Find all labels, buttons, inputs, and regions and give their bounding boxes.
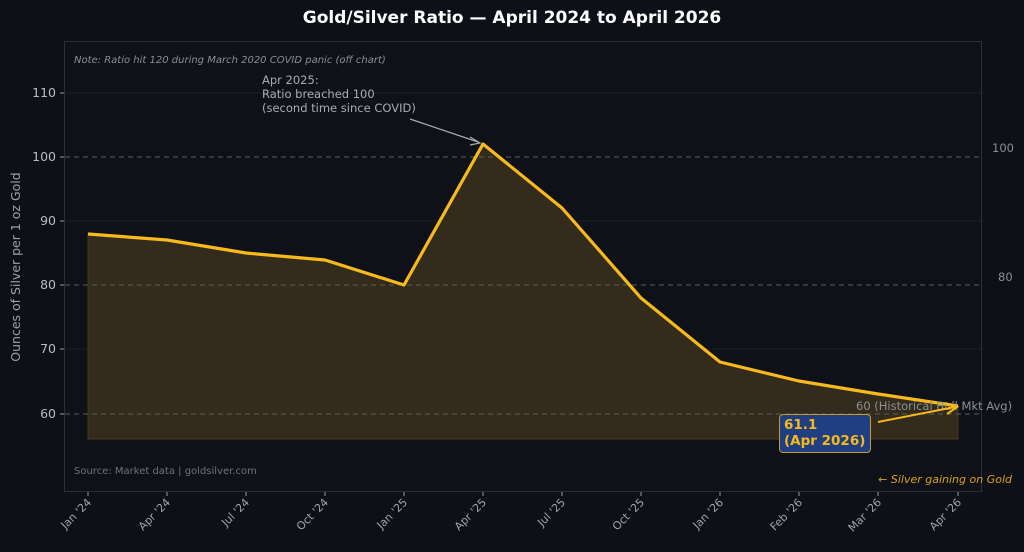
xtick-label: Jul '24	[218, 496, 252, 530]
xtick-label: Apr '26	[927, 496, 964, 533]
peak-annotation-line2: Ratio breached 100	[262, 87, 375, 101]
y-axis-title: Ounces of Silver per 1 oz Gold	[8, 172, 23, 361]
ytick-label: 110	[32, 85, 56, 100]
xtick-label: Oct '24	[294, 496, 331, 533]
latest-value-callout: 61.1 (Apr 2026)	[779, 414, 872, 453]
chart-title: Gold/Silver Ratio — April 2024 to April …	[302, 8, 722, 28]
callout-value: 61.1	[784, 417, 818, 433]
xtick-label: Mar '26	[846, 496, 884, 534]
ytick-label: 100	[32, 149, 56, 164]
ytick-label: 70	[40, 341, 56, 356]
xtick-label: Feb '26	[768, 496, 805, 533]
chart-note: Note: Ratio hit 120 during March 2020 CO…	[74, 55, 386, 66]
callout-arrow-icon	[877, 402, 960, 423]
ytick-label: 90	[40, 213, 56, 228]
reference-label-60: 60 (Historical Bull Mkt Avg)	[856, 399, 1012, 413]
ytick-label: 60	[40, 406, 56, 421]
callout-date: (Apr 2026)	[784, 433, 866, 449]
peak-annotation-line1: Apr 2025:	[262, 73, 319, 87]
xtick-label: Apr '24	[136, 496, 173, 533]
xtick-label: Jan '25	[374, 496, 410, 532]
y-axis-ticks	[60, 92, 64, 415]
silver-gaining-note: ← Silver gaining on Gold	[878, 473, 1013, 486]
xtick-label: Jan '24	[58, 496, 94, 532]
peak-arrow-icon	[409, 118, 482, 146]
x-axis-ticks	[87, 492, 959, 496]
xtick-label: Apr '25	[452, 496, 489, 533]
chart-source: Source: Market data | goldsilver.com	[74, 466, 257, 477]
peak-annotation-line3: (second time since COVID)	[262, 101, 416, 115]
x-axis-labels: Jan '24 Apr '24 Jul '24 Oct '24 Jan '25 …	[58, 496, 964, 534]
ratio-line	[87, 142, 959, 408]
ytick-label: 80	[40, 277, 56, 292]
xtick-label: Jul '25	[534, 496, 568, 530]
right-tick-label-100: 100	[992, 141, 1014, 155]
right-tick-label-80: 80	[998, 270, 1013, 284]
y-axis-labels: 110 100 90 80 70 60	[32, 85, 56, 421]
xtick-label: Oct '25	[610, 496, 647, 533]
xtick-label: Jan '26	[690, 496, 726, 532]
